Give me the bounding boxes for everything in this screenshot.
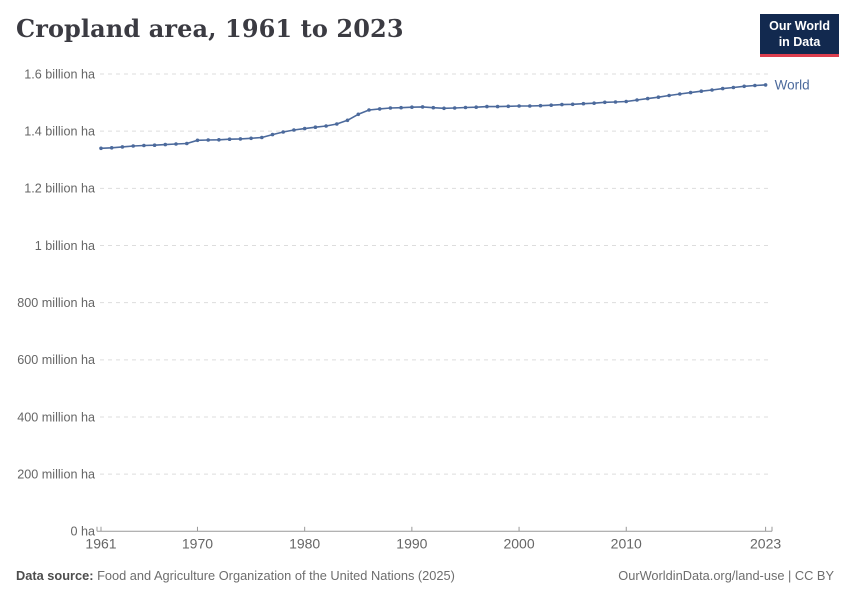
data-point: [238, 137, 243, 141]
data-point: [560, 102, 564, 107]
x-tick-label: 1961: [85, 535, 116, 551]
y-tick-label: 1 billion ha: [35, 239, 95, 253]
data-point: [206, 138, 210, 142]
x-tick-label: 1990: [396, 535, 427, 551]
data-point: [99, 146, 103, 151]
data-point: [720, 86, 725, 91]
data-point: [399, 105, 403, 110]
data-point: [731, 85, 736, 90]
x-tick-label: 2000: [503, 535, 534, 551]
owid-logo-line2: in Data: [778, 35, 821, 50]
data-point: [688, 90, 693, 95]
chart-title: Cropland area, 1961 to 2023: [16, 14, 404, 43]
x-tick-label: 2010: [611, 535, 642, 551]
data-point: [645, 96, 650, 101]
data-point: [474, 105, 479, 109]
data-point: [592, 101, 596, 105]
data-point: [249, 136, 253, 141]
data-point: [335, 122, 339, 126]
series-label-world[interactable]: World: [775, 77, 810, 92]
data-point: [260, 135, 264, 140]
data-point: [292, 128, 296, 132]
line-chart[interactable]: 0 ha 200 million ha 400 million ha 600 mill…: [0, 0, 850, 560]
owid-logo[interactable]: Our World in Data: [760, 14, 839, 57]
y-tick-label: 1.4 billion ha: [24, 124, 95, 138]
data-point: [163, 142, 168, 147]
data-point: [109, 146, 114, 150]
data-point: [270, 132, 275, 137]
data-point: [549, 103, 553, 107]
y-tick-label: 0 ha: [70, 525, 95, 539]
data-point: [152, 143, 157, 147]
data-point: [667, 93, 671, 98]
y-tick-label: 1.6 billion ha: [24, 67, 95, 81]
data-point: [345, 118, 350, 123]
data-point: [452, 106, 457, 110]
owid-logo-line1: Our World: [769, 19, 830, 33]
data-point: [699, 89, 704, 93]
data-point: [763, 83, 768, 87]
chart-footer: Data source: Food and Agriculture Organi…: [16, 568, 834, 583]
x-axis-labels: 1961 1970 1980 1990 2000 2010 2023: [85, 535, 781, 551]
data-point: [313, 125, 318, 129]
data-point: [613, 100, 618, 104]
data-point: [624, 99, 628, 104]
data-point: [506, 104, 511, 109]
data-point: [710, 88, 714, 92]
data-point: [742, 84, 746, 89]
data-point: [410, 105, 414, 109]
data-point: [431, 105, 436, 110]
data-point: [420, 105, 425, 109]
y-tick-label: 400 million ha: [17, 410, 95, 424]
data-point: [142, 143, 146, 148]
data-point: [581, 101, 586, 106]
data-source-label: Data source:: [16, 568, 94, 583]
x-tick-label: 1980: [289, 535, 320, 551]
y-tick-label: 800 million ha: [17, 296, 95, 310]
x-axis: [96, 526, 773, 532]
data-point: [227, 137, 232, 141]
data-point: [281, 130, 286, 134]
data-point: [131, 144, 135, 148]
data-point: [195, 138, 200, 143]
y-tick-label: 600 million ha: [17, 353, 95, 367]
data-point: [324, 124, 328, 128]
data-point: [635, 98, 639, 102]
data-point: [678, 92, 682, 96]
data-point-markers: [99, 83, 768, 151]
data-point: [656, 95, 661, 99]
data-point: [570, 102, 575, 107]
data-point: [495, 104, 500, 109]
y-axis-labels: 0 ha 200 million ha 400 million ha 600 mill…: [17, 67, 95, 538]
data-point: [367, 108, 371, 112]
data-point: [356, 112, 361, 117]
y-tick-label: 200 million ha: [17, 467, 95, 481]
footer-link[interactable]: OurWorldinData.org/land-use | CC BY: [618, 568, 834, 583]
data-point: [185, 141, 189, 146]
data-point: [463, 105, 468, 110]
data-point: [174, 142, 178, 146]
world-line-series: [100, 84, 767, 150]
data-source-text: Food and Agriculture Organization of the…: [93, 568, 455, 583]
data-point: [528, 104, 532, 108]
y-tick-label: 1.2 billion ha: [24, 182, 95, 196]
data-point: [388, 106, 393, 110]
data-point: [517, 104, 521, 108]
data-point: [442, 106, 446, 111]
data-point: [217, 138, 221, 142]
data-point: [603, 100, 607, 105]
gridlines: [100, 73, 770, 475]
data-source: Data source: Food and Agriculture Organi…: [16, 568, 455, 583]
data-point: [538, 103, 543, 108]
data-point: [120, 145, 125, 149]
x-tick-label: 2023: [750, 535, 781, 551]
data-point: [485, 104, 489, 109]
data-point: [377, 107, 382, 111]
data-point: [753, 83, 757, 88]
data-point: [302, 126, 307, 131]
x-tick-label: 1970: [182, 535, 213, 551]
